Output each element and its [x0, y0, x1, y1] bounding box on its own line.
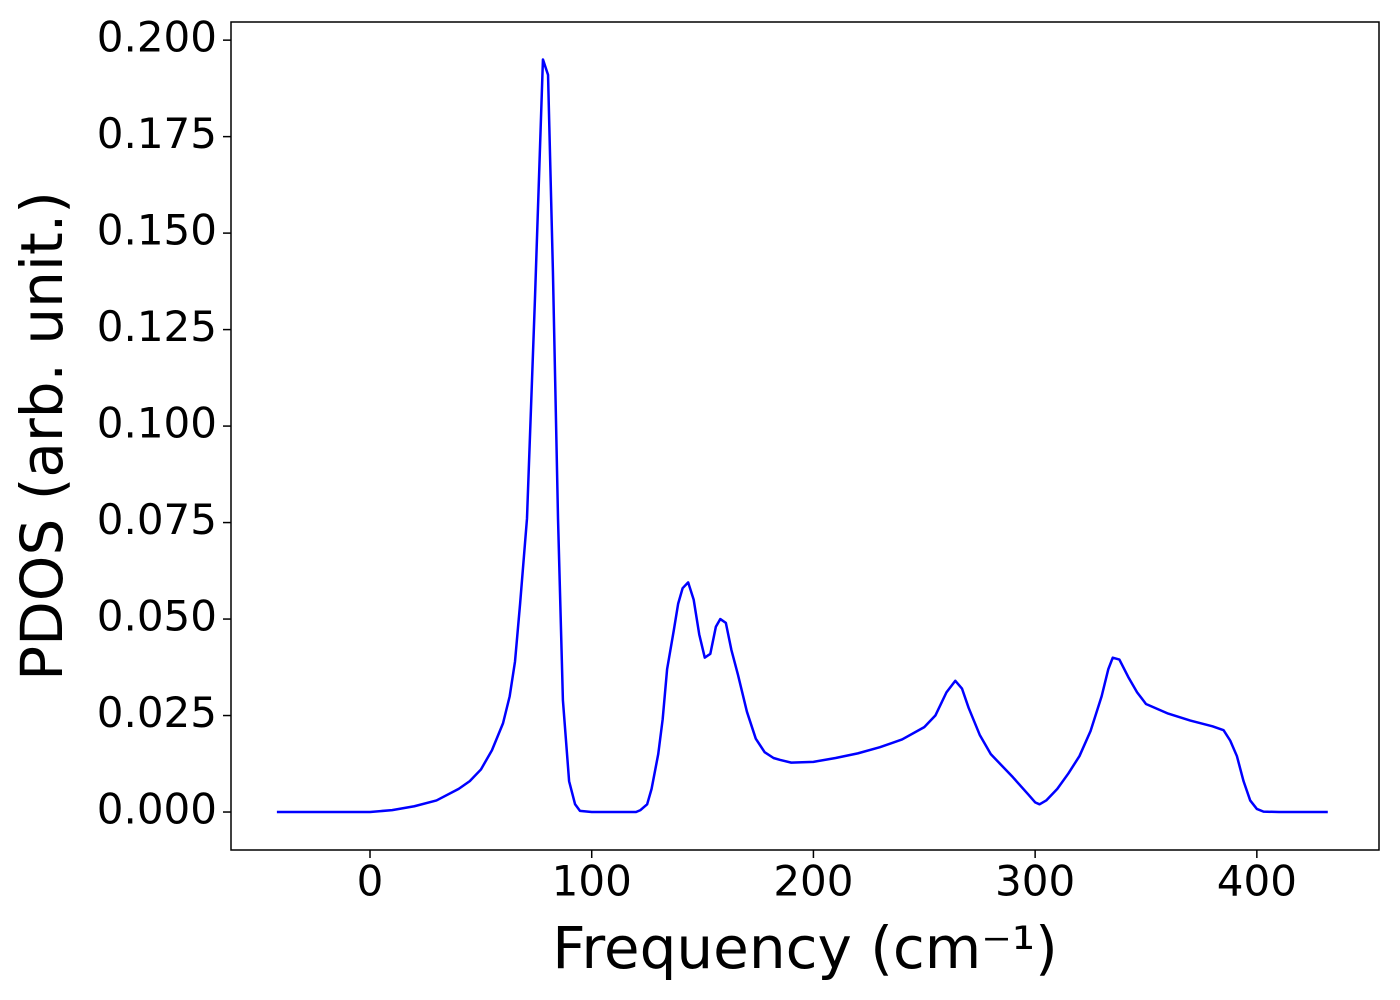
x-tick-label: 200 [773, 857, 853, 906]
y-tick-label: 0.125 [97, 302, 217, 351]
x-tick-label: 0 [357, 857, 384, 906]
y-tick-label: 0.000 [97, 785, 217, 834]
y-tick-label: 0.150 [97, 206, 217, 255]
y-axis-label: PDOS (arb. unit.) [8, 191, 76, 681]
data-line [276, 58, 1328, 814]
y-tick-label: 0.075 [97, 495, 217, 544]
y-tick-label: 0.050 [97, 592, 217, 641]
y-tick-label: 0.025 [97, 688, 217, 737]
x-tick-label: 400 [1217, 857, 1297, 906]
y-tick-label: 0.100 [97, 399, 217, 448]
x-axis-label: Frequency (cm⁻¹) [552, 914, 1058, 982]
plot-frame [230, 21, 1380, 851]
x-tick-label: 100 [552, 857, 632, 906]
x-tick-label: 300 [995, 857, 1075, 906]
y-tick-label: 0.200 [97, 13, 217, 62]
y-tick-label: 0.175 [97, 109, 217, 158]
